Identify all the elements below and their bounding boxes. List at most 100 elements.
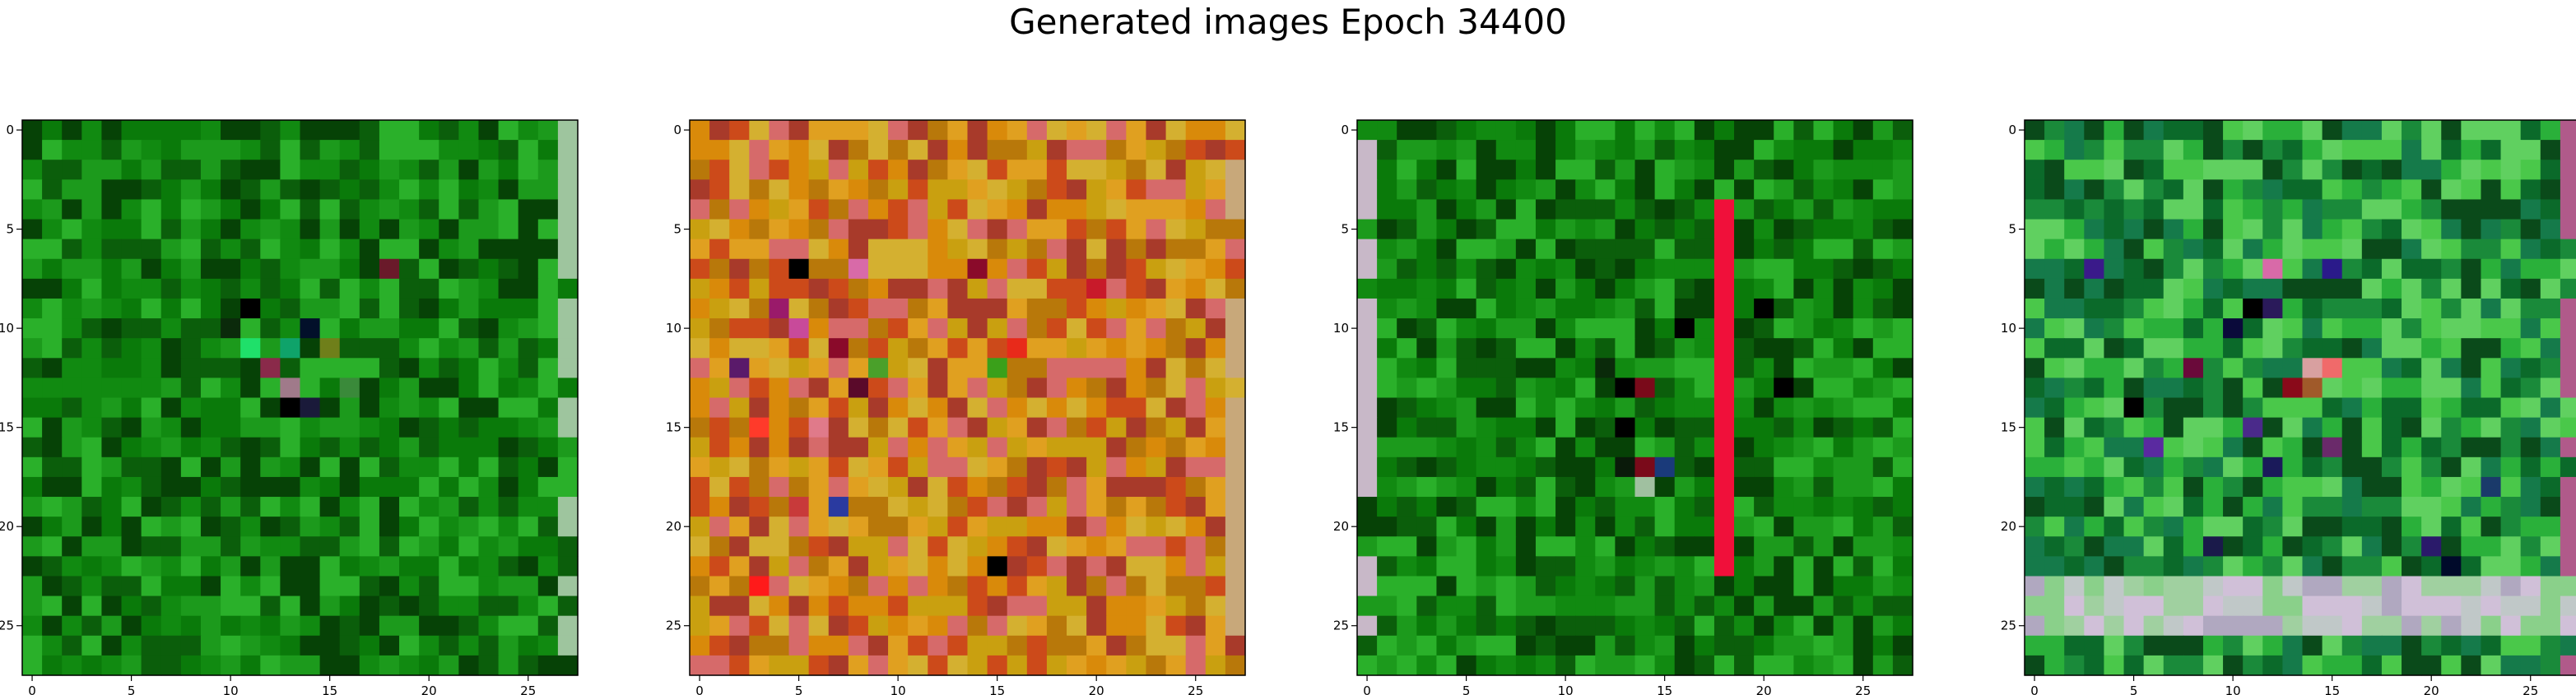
x-tick-label: 20 xyxy=(1089,683,1104,695)
pixel xyxy=(319,258,341,280)
pixel xyxy=(2341,140,2363,160)
pixel xyxy=(1126,318,1147,339)
pixel xyxy=(240,298,261,319)
pixel xyxy=(399,456,420,478)
pixel xyxy=(690,397,710,419)
pixel xyxy=(1892,615,1913,637)
pixel xyxy=(1535,635,1556,656)
pixel xyxy=(1225,140,1246,160)
pixel xyxy=(518,517,539,537)
pixel xyxy=(690,278,710,299)
pixel xyxy=(339,456,360,478)
pixel xyxy=(2560,179,2576,201)
pixel xyxy=(1713,635,1735,656)
pixel xyxy=(709,437,730,458)
pixel xyxy=(1853,278,1874,299)
pixel xyxy=(1026,655,1048,676)
pixel xyxy=(1713,615,1735,637)
pixel xyxy=(1495,239,1517,260)
pixel xyxy=(1754,219,1774,240)
pixel xyxy=(2163,160,2184,180)
pixel xyxy=(2381,456,2402,478)
pixel xyxy=(1694,378,1715,399)
pixel xyxy=(1595,437,1616,458)
pixel xyxy=(101,219,123,240)
pixel xyxy=(709,417,730,438)
pixel xyxy=(1436,595,1458,617)
pixel xyxy=(339,635,360,656)
pixel xyxy=(1046,497,1067,517)
pixel xyxy=(498,199,519,220)
pixel xyxy=(339,517,360,537)
pixel xyxy=(160,219,182,240)
pixel xyxy=(2084,556,2105,577)
pixel xyxy=(1205,517,1226,537)
pixel xyxy=(1555,595,1576,617)
pixel xyxy=(1476,378,1497,399)
pixel xyxy=(2461,179,2482,201)
pixel xyxy=(1634,120,1656,141)
pixel xyxy=(928,258,948,280)
pixel xyxy=(1674,318,1695,339)
pixel xyxy=(1515,476,1537,498)
pixel xyxy=(121,397,142,419)
pixel xyxy=(2421,536,2442,557)
pixel xyxy=(1225,635,1246,656)
pixel xyxy=(1694,576,1715,597)
pixel xyxy=(200,120,221,141)
pixel xyxy=(2183,517,2204,537)
pixel xyxy=(1754,635,1774,656)
pixel xyxy=(2143,219,2164,240)
pixel xyxy=(2202,517,2224,537)
pixel xyxy=(1377,318,1397,339)
pixel xyxy=(1654,576,1676,597)
pixel xyxy=(300,595,321,617)
pixel xyxy=(359,497,380,517)
pixel xyxy=(81,456,103,478)
pixel xyxy=(1007,456,1028,478)
pixel xyxy=(260,476,281,498)
pixel xyxy=(2223,358,2244,378)
pixel xyxy=(1416,417,1438,438)
pixel xyxy=(928,140,948,160)
pixel xyxy=(987,536,1008,557)
pixel xyxy=(908,199,928,220)
pixel xyxy=(1615,378,1636,399)
pixel xyxy=(2143,199,2164,220)
pixel xyxy=(1754,358,1774,378)
pixel xyxy=(379,556,400,577)
pixel xyxy=(709,120,730,141)
pixel xyxy=(22,497,43,517)
pixel xyxy=(967,219,988,240)
pixel xyxy=(221,397,241,419)
pixel xyxy=(1813,140,1834,160)
pixel xyxy=(2282,160,2304,180)
pixel xyxy=(1674,476,1695,498)
pixel xyxy=(1535,615,1556,637)
pixel xyxy=(2084,239,2105,260)
pixel xyxy=(1185,517,1207,537)
pixel xyxy=(1046,556,1067,577)
pixel xyxy=(2322,338,2343,359)
pixel xyxy=(690,437,710,458)
pixel xyxy=(888,556,909,577)
pixel xyxy=(1535,278,1556,299)
pixel xyxy=(1774,397,1794,419)
pixel xyxy=(2402,258,2422,280)
pixel xyxy=(101,278,123,299)
pixel xyxy=(2183,160,2204,180)
x-tick-label: 10 xyxy=(1558,683,1574,695)
pixel xyxy=(221,497,241,517)
pixel xyxy=(2381,199,2402,220)
pixel xyxy=(1046,298,1067,319)
pixel xyxy=(1456,655,1477,676)
pixel xyxy=(1713,417,1735,438)
pixel xyxy=(359,635,380,656)
pixel xyxy=(1734,239,1755,260)
pixel xyxy=(2143,318,2164,339)
pixel xyxy=(1535,318,1556,339)
pixel xyxy=(1377,456,1397,478)
pixel xyxy=(260,378,281,399)
pixel xyxy=(1436,358,1458,378)
pixel xyxy=(888,179,909,201)
